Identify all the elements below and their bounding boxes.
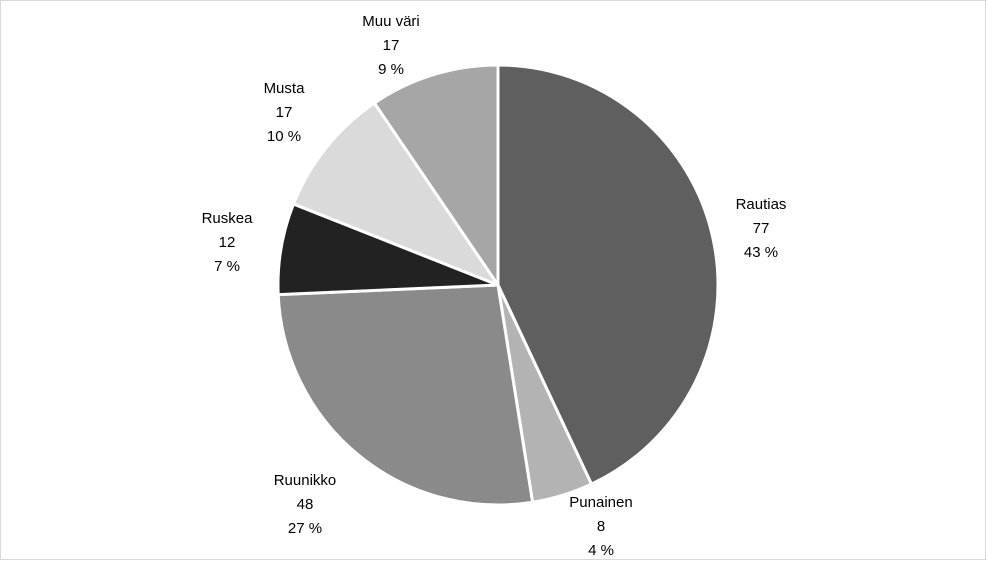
pie-labels: Rautias 77 43 % Punainen 8 4 % Ruunikko 48 27 % R… — [202, 13, 787, 559]
data-label-rautias: Rautias 77 43 % — [736, 196, 787, 261]
pie-slice-rautias — [496, 63, 720, 486]
data-label-ruunikko: Ruunikko 48 27 % — [274, 472, 337, 537]
data-label-ruskea: Ruskea 12 7 % — [202, 210, 254, 275]
data-label-punainen: Punainen 8 4 % — [569, 494, 632, 559]
pie-slice-muu-väri — [372, 63, 500, 287]
pie-slices — [276, 63, 720, 507]
data-label-musta: Musta 17 10 % — [264, 80, 306, 145]
pie-slice-ruunikko — [276, 283, 535, 507]
pie-slice-musta — [291, 101, 500, 287]
data-label-muu-väri: Muu väri 17 9 % — [362, 13, 420, 78]
